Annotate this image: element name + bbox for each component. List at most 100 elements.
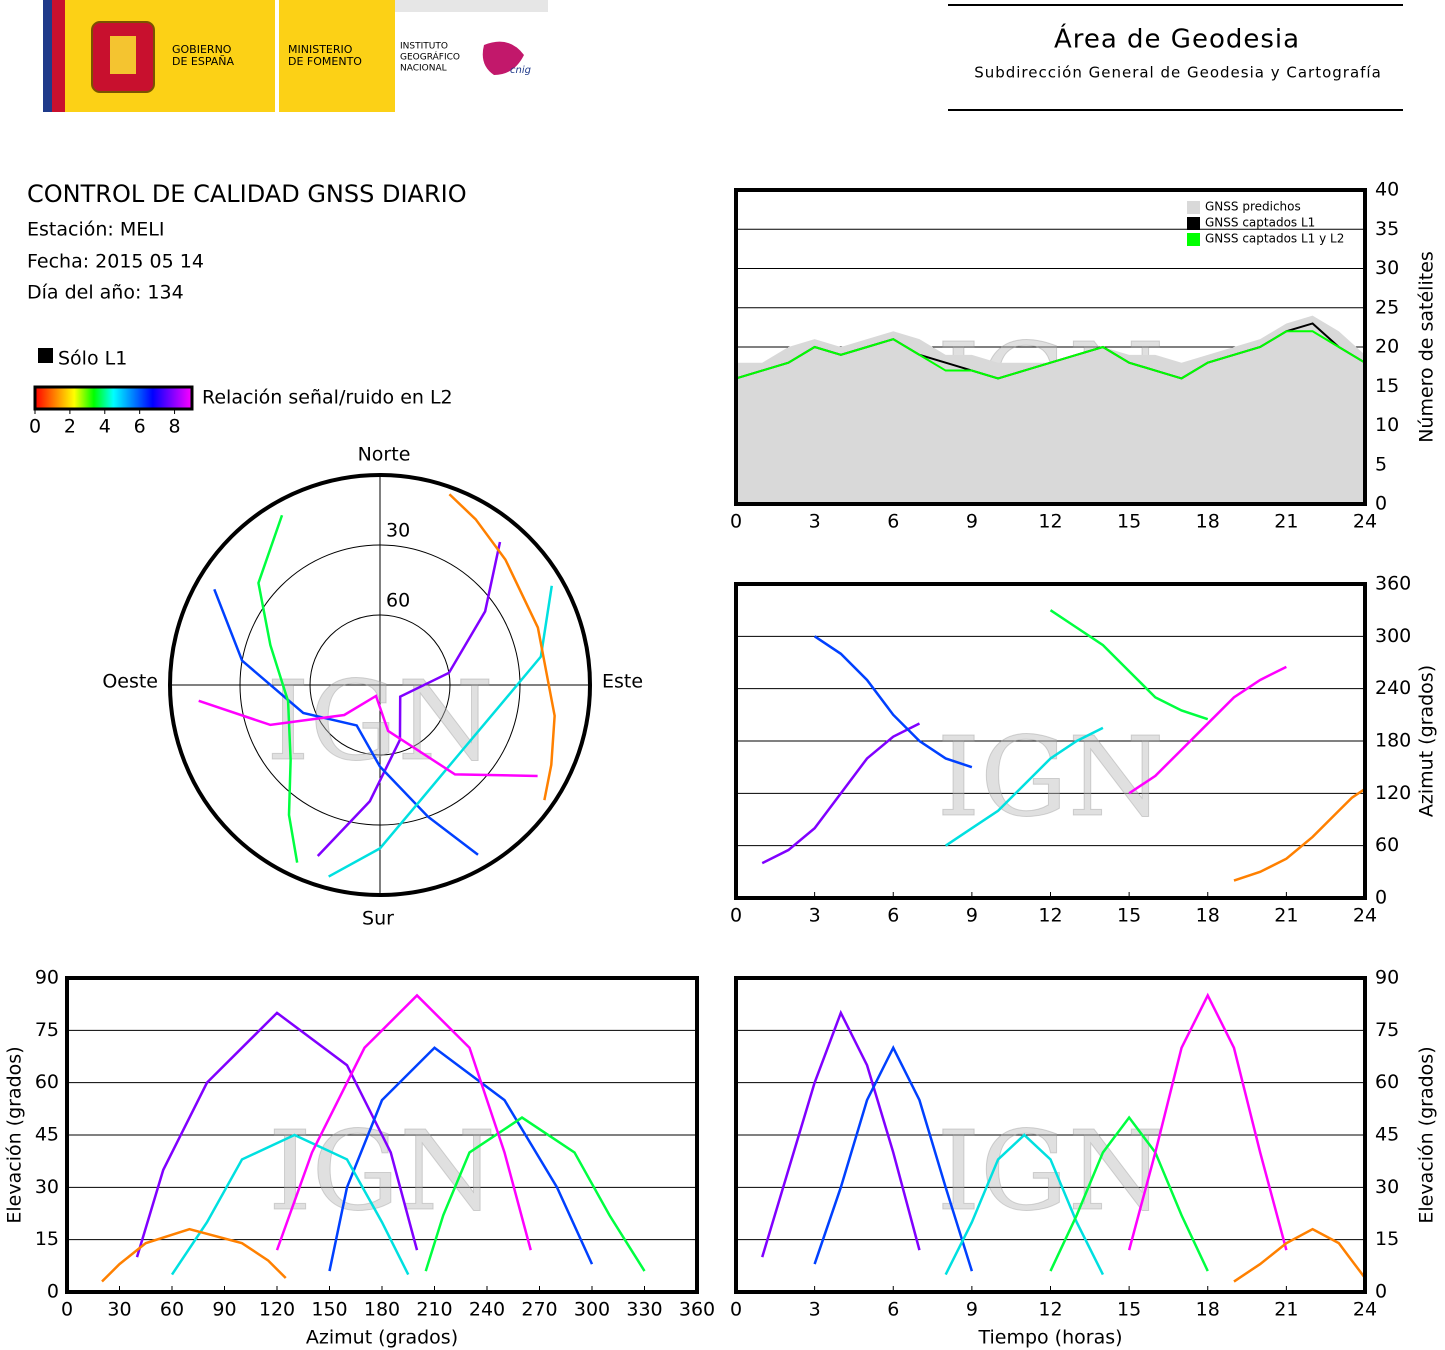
y-tick-label: 0 (1375, 887, 1387, 909)
x-tick-label: 0 (730, 1299, 742, 1321)
grid-circle (239, 544, 521, 826)
track (316, 541, 502, 857)
x-tick-label: 18 (1196, 1299, 1220, 1321)
x-tick-label: 15 (1117, 905, 1141, 927)
y-axis-title: Número de satélites (1416, 251, 1438, 443)
y-axis-title: Elevación (grados) (1416, 1046, 1438, 1223)
track (1128, 665, 1287, 795)
y-tick-label: 15 (35, 1228, 59, 1250)
legend-swatch (1187, 233, 1200, 246)
logo-text: MINISTERIO (288, 43, 353, 56)
y-tick-label: 0 (1375, 1281, 1387, 1303)
track (1233, 1227, 1366, 1283)
track (944, 726, 1104, 847)
logo-text: DE ESPAÑA (172, 55, 235, 68)
colorbar-tick-label: 0 (29, 416, 41, 438)
x-tick-label: 6 (887, 511, 899, 533)
x-tick-label: 9 (966, 905, 978, 927)
y-tick-label: 30 (1375, 257, 1399, 279)
watermark: IGN (266, 657, 494, 785)
y-tick-label: 60 (1375, 1071, 1399, 1093)
x-tick-label: 18 (1196, 511, 1220, 533)
r-tick-label: 60 (386, 590, 410, 612)
track (813, 635, 973, 769)
y-tick-label: 75 (35, 1019, 59, 1041)
legend-label: Sólo L1 (58, 348, 127, 370)
direction-label: Sur (362, 908, 394, 930)
track (328, 585, 553, 878)
x-tick-label: 12 (1038, 905, 1062, 927)
x-tick-label: 30 (107, 1299, 131, 1321)
x-tick-label: 90 (212, 1299, 236, 1321)
y-tick-label: 20 (1375, 336, 1399, 358)
y-tick-label: 15 (1375, 1228, 1399, 1250)
x-tick-label: 330 (626, 1299, 662, 1321)
report-title: CONTROL DE CALIDAD GNSS DIARIO (27, 180, 467, 208)
track (275, 993, 532, 1251)
plot-frame (734, 976, 1367, 1294)
info-line: Estación: MELI (27, 219, 164, 241)
x-tick-label: 21 (1274, 511, 1298, 533)
legend-swatch (1187, 201, 1200, 214)
grid-circle (309, 614, 451, 756)
plot-frame (65, 976, 699, 1294)
logo-text: DE FOMENTO (288, 55, 362, 68)
watermark: IGN (937, 713, 1165, 841)
logo-text: cnig (510, 65, 531, 76)
watermark: IGN (937, 1107, 1165, 1235)
y-tick-label: 90 (35, 967, 59, 989)
y-tick-label: 90 (1375, 967, 1399, 989)
legend-label: GNSS predichos (1205, 200, 1301, 214)
y-tick-label: 10 (1375, 414, 1399, 436)
y-tick-label: 30 (35, 1176, 59, 1198)
direction-label: Oeste (102, 671, 158, 693)
y-tick-label: 0 (1375, 493, 1387, 515)
x-tick-label: 300 (574, 1299, 610, 1321)
shield (110, 36, 136, 74)
track (198, 694, 538, 778)
colorbar-tick-label: 6 (134, 416, 146, 438)
colorbar-label: Relación señal/ruido en L2 (202, 387, 453, 409)
x-tick-label: 3 (809, 1299, 821, 1321)
x-tick-label: 12 (1038, 1299, 1062, 1321)
x-tick-label: 60 (160, 1299, 184, 1321)
logo-box (279, 0, 395, 112)
legend-swatch (1187, 217, 1200, 230)
y-tick-label: 5 (1375, 453, 1387, 475)
y-tick-label: 360 (1375, 573, 1411, 595)
x-tick-label: 3 (809, 905, 821, 927)
track (1049, 1115, 1209, 1272)
x-tick-label: 6 (887, 1299, 899, 1321)
direction-label: Este (602, 671, 643, 693)
x-tick-label: 120 (259, 1299, 295, 1321)
track (1233, 787, 1366, 882)
logo: GOBIERNO DE ESPAÑA MINISTERIO DE FOMENTO… (43, 0, 548, 112)
plot-frame (734, 582, 1367, 900)
y-tick-label: 40 (1375, 179, 1399, 201)
x-tick-label: 240 (469, 1299, 505, 1321)
colorbar (33, 385, 194, 411)
track (170, 1133, 410, 1276)
y-tick-label: 30 (1375, 1176, 1399, 1198)
y-tick-label: 120 (1375, 782, 1411, 804)
track (761, 1009, 921, 1258)
y-axis-title: Elevación (grados) (4, 1046, 26, 1223)
x-tick-label: 210 (416, 1299, 452, 1321)
y-tick-label: 60 (1375, 834, 1399, 856)
r-tick-label: 30 (386, 520, 410, 542)
colorbar-tick-label: 2 (64, 416, 76, 438)
track (761, 722, 921, 865)
track (813, 1044, 974, 1272)
x-tick-label: 180 (364, 1299, 400, 1321)
y-axis-title: Azimut (grados) (1416, 665, 1438, 817)
track (424, 1116, 646, 1272)
y-tick-label: 35 (1375, 218, 1399, 240)
y-tick-label: 180 (1375, 730, 1411, 752)
x-tick-label: 24 (1353, 511, 1377, 533)
y-tick-label: 45 (35, 1124, 59, 1146)
x-axis-title: Azimut (grados) (306, 1327, 458, 1349)
y-tick-label: 45 (1375, 1124, 1399, 1146)
track (1127, 992, 1288, 1251)
x-tick-label: 9 (966, 1299, 978, 1321)
track (328, 1046, 594, 1272)
